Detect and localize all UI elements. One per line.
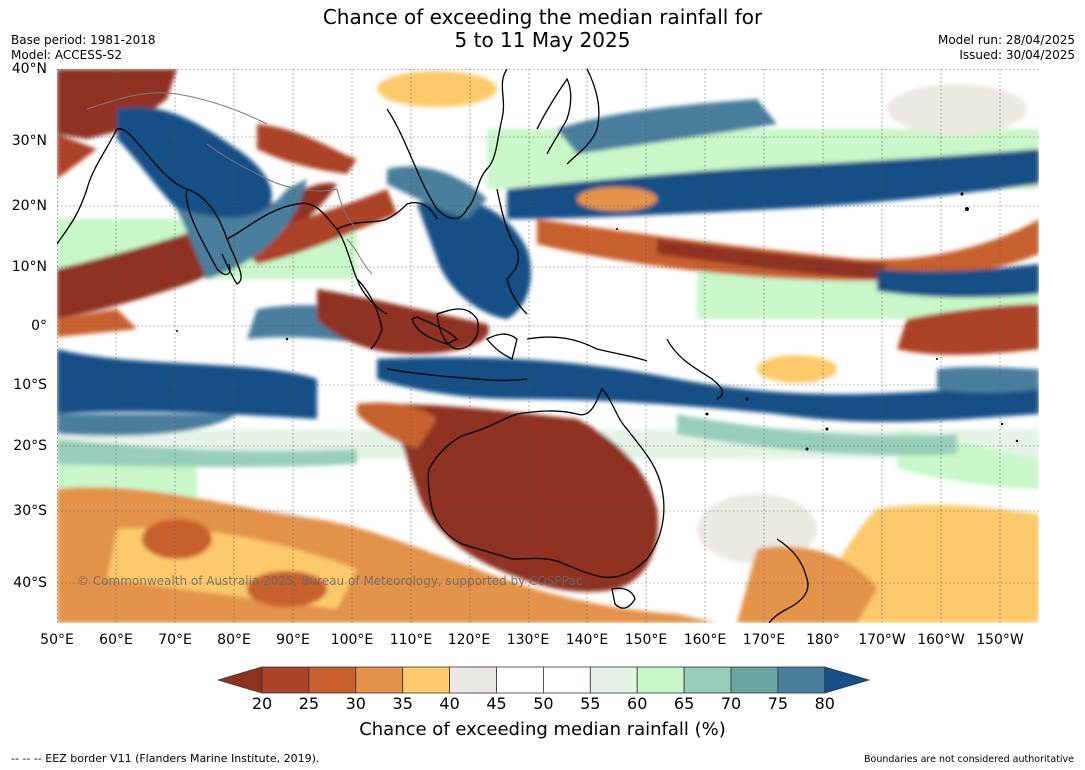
colorbar-cell	[496, 666, 544, 694]
colorbar-title: Chance of exceeding median rainfall (%)	[359, 719, 726, 740]
lon-tick-140e: 140°E	[565, 632, 609, 648]
lon-tick-80e: 80°E	[217, 632, 251, 648]
boundaries-disclaimer: Boundaries are not considered authoritat…	[864, 754, 1074, 765]
pacific-islands	[176, 192, 1019, 451]
graticule	[57, 69, 1039, 623]
colorbar-tick-label: 45	[486, 694, 507, 713]
lon-tick-90e: 90°E	[276, 632, 310, 648]
colorbar-cell	[261, 666, 310, 694]
model-label: Model: ACCESS-S2	[11, 48, 123, 62]
colorbar-cell	[402, 666, 450, 694]
issued-label: Issued: 30/04/2025	[959, 48, 1075, 62]
lon-tick-70e: 70°E	[158, 632, 192, 648]
lon-tick-180: 180°	[806, 632, 840, 648]
colorbar-tick-label: 20	[251, 694, 273, 713]
colorbar-tick-label: 75	[767, 694, 789, 713]
model-run-label: Model run: 28/04/2025	[937, 33, 1075, 47]
colorbar	[216, 666, 871, 698]
lat-tick-10n: 10°N	[11, 259, 47, 275]
eez-border-note: -- -- -- EEZ border V11 (Flanders Marine…	[11, 752, 320, 765]
colorbar-cell	[636, 666, 685, 694]
colorbar-tick-label: 50	[533, 694, 554, 713]
colorbar-cell	[542, 666, 591, 694]
lat-tick-10s: 10°S	[13, 377, 47, 393]
country-borders	[86, 92, 373, 275]
probability-field	[57, 69, 1039, 623]
lon-tick-160w: 160°W	[917, 632, 965, 648]
lon-tick-60e: 60°E	[99, 632, 133, 648]
lat-tick-40s: 40°S	[13, 575, 47, 591]
colorbar-extend-high	[824, 666, 871, 694]
lon-tick-100e: 100°E	[330, 632, 374, 648]
map-title-line1: Chance of exceeding the median rainfall …	[322, 5, 763, 29]
lat-tick-30s: 30°S	[13, 503, 47, 519]
colorbar-cell	[777, 666, 826, 694]
lon-tick-130e: 130°E	[506, 632, 550, 648]
lon-tick-50e: 50°E	[40, 632, 74, 648]
lat-tick-20s: 20°S	[13, 438, 47, 454]
colorbar-tick-label: 25	[298, 694, 320, 713]
colorbar-cell	[355, 666, 404, 694]
colorbar-cell	[730, 666, 779, 694]
lat-tick-30n: 30°N	[11, 133, 47, 149]
coastlines	[57, 69, 809, 623]
colorbar-tick-label: 70	[720, 694, 742, 713]
colorbar-tick-label: 55	[580, 694, 601, 713]
colorbar-tick-label: 30	[345, 694, 366, 713]
colorbar-extend-low	[216, 666, 263, 694]
colorbar-tick-label: 40	[439, 694, 460, 713]
map-title-line2: 5 to 11 May 2025	[454, 28, 631, 52]
lon-tick-170w: 170°W	[858, 632, 906, 648]
colorbar-cell	[683, 666, 732, 694]
lon-tick-110e: 110°E	[389, 632, 433, 648]
lon-tick-150w: 150°W	[976, 632, 1024, 648]
lon-tick-160e: 160°E	[683, 632, 727, 648]
colorbar-tick-label: 65	[673, 694, 695, 713]
lat-tick-0: 0°	[31, 318, 47, 334]
lat-tick-20n: 20°N	[11, 198, 47, 214]
colorbar-cell	[589, 666, 638, 694]
lat-tick-40n: 40°N	[11, 61, 47, 77]
colorbar-tick-label: 60	[627, 694, 648, 713]
lon-tick-170e: 170°E	[742, 632, 786, 648]
rainfall-probability-map	[57, 69, 1039, 623]
lon-tick-120e: 120°E	[447, 632, 491, 648]
lon-tick-150e: 150°E	[624, 632, 668, 648]
colorbar-tick-label: 35	[392, 694, 413, 713]
colorbar-tick-label: 80	[814, 694, 835, 713]
base-period-label: Base period: 1981-2018	[11, 33, 156, 47]
colorbar-cell	[308, 666, 357, 694]
copyright-notice: © Commonwealth of Australia 2025, Bureau…	[77, 574, 583, 588]
colorbar-cell	[449, 666, 497, 694]
